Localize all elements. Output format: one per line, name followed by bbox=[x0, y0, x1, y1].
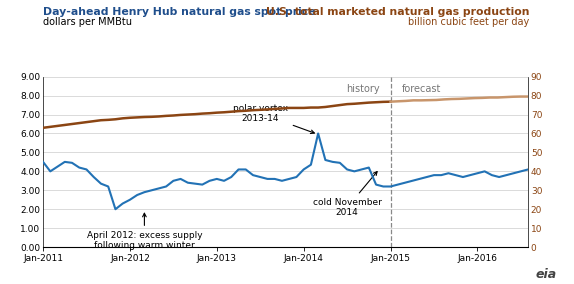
Text: dollars per MMBtu: dollars per MMBtu bbox=[43, 17, 132, 27]
Text: Day-ahead Henry Hub natural gas spot price: Day-ahead Henry Hub natural gas spot pri… bbox=[43, 7, 316, 17]
Text: billion cubic feet per day: billion cubic feet per day bbox=[408, 17, 529, 27]
Text: history: history bbox=[346, 84, 379, 94]
Text: U.S. total marketed natural gas production: U.S. total marketed natural gas producti… bbox=[266, 7, 529, 17]
Text: April 2012: excess supply
following warm winter: April 2012: excess supply following warm… bbox=[87, 213, 202, 250]
Text: polar vortex
2013-14: polar vortex 2013-14 bbox=[232, 104, 315, 133]
Text: eia: eia bbox=[536, 268, 557, 281]
Text: forecast: forecast bbox=[401, 84, 441, 94]
Text: cold November
2014: cold November 2014 bbox=[313, 172, 382, 217]
